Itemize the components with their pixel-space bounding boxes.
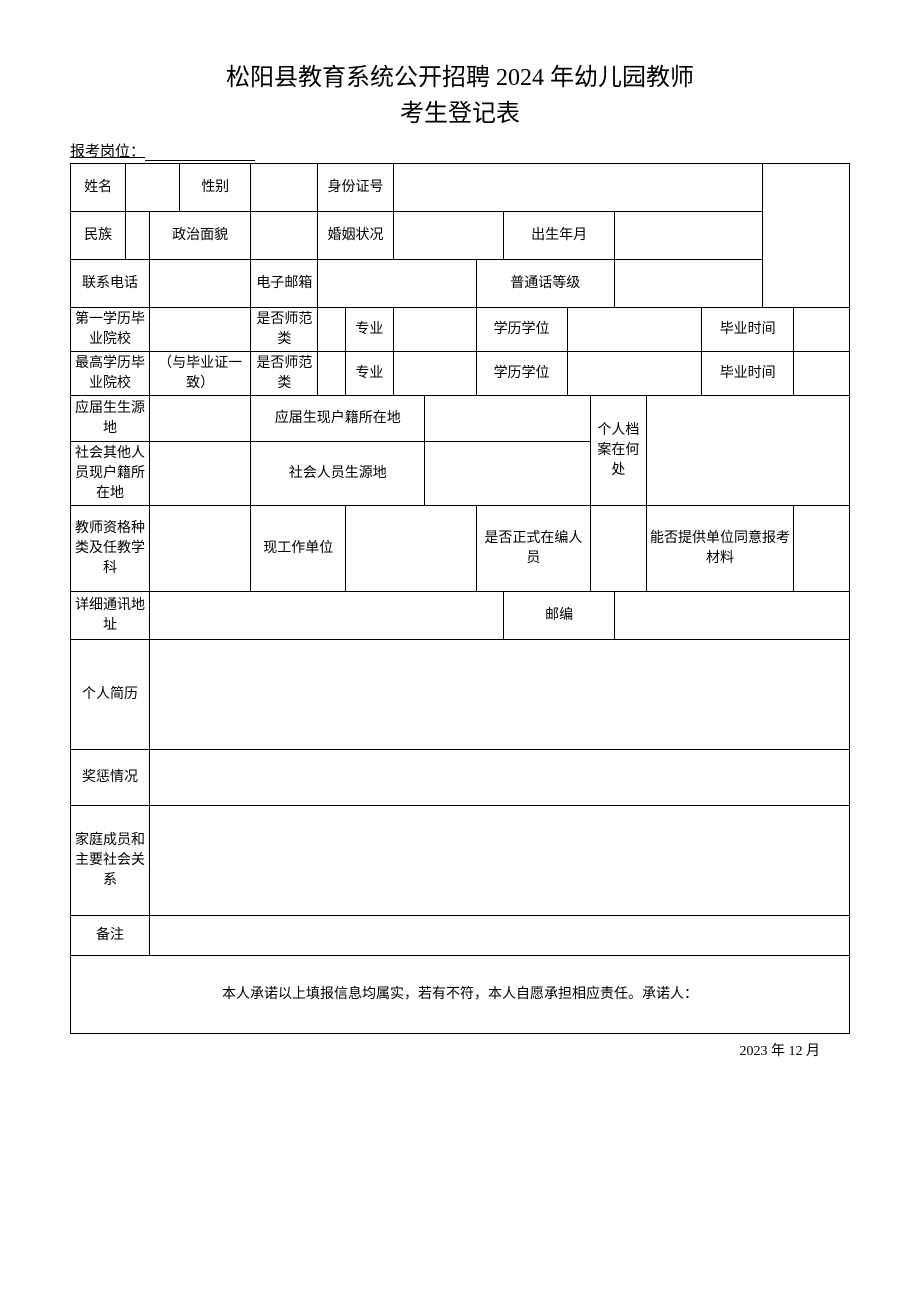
label-idno: 身份证号 <box>318 164 393 212</box>
label-degree1: 学历学位 <box>476 308 567 352</box>
label-current-unit: 现工作单位 <box>251 506 346 592</box>
label-address: 详细通讯地址 <box>71 592 150 640</box>
field-remarks <box>150 916 850 956</box>
field-photo <box>762 164 849 308</box>
label-political: 政治面貌 <box>150 212 251 260</box>
label-postcode: 邮编 <box>504 592 615 640</box>
field-degree2 <box>567 352 701 396</box>
field-gradtime2 <box>794 352 850 396</box>
position-label: 报考岗位： <box>70 144 145 160</box>
field-address <box>150 592 504 640</box>
date-line: 2023 年 12 月 <box>70 1040 850 1060</box>
label-family: 家庭成员和主要社会关系 <box>71 806 150 916</box>
label-gradtime2: 毕业时间 <box>701 352 794 396</box>
label-highest-edu: 最高学历毕业院校 <box>71 352 150 396</box>
label-remarks: 备注 <box>71 916 150 956</box>
field-marital <box>393 212 504 260</box>
field-first-edu <box>150 308 251 352</box>
field-current-unit <box>346 506 476 592</box>
label-consent: 能否提供单位同意报考材料 <box>646 506 794 592</box>
title-line-2: 考生登记表 <box>400 101 520 127</box>
field-archive <box>646 396 849 506</box>
title-line-1: 松阳县教育系统公开招聘 2024 年幼儿园教师 <box>226 65 694 91</box>
field-ethnicity <box>126 212 150 260</box>
label-birth: 出生年月 <box>504 212 615 260</box>
label-gender: 性别 <box>180 164 251 212</box>
label-marital: 婚姻状况 <box>318 212 393 260</box>
label-gradtime1: 毕业时间 <box>701 308 794 352</box>
field-political <box>251 212 318 260</box>
label-email: 电子邮箱 <box>251 260 318 308</box>
field-isnormal1 <box>318 308 346 352</box>
label-social-origin: 社会人员生源地 <box>251 442 425 506</box>
field-awards <box>150 750 850 806</box>
field-name <box>126 164 180 212</box>
field-email <box>318 260 476 308</box>
label-first-edu: 第一学历毕业院校 <box>71 308 150 352</box>
label-major1: 专业 <box>346 308 393 352</box>
field-fresh-origin <box>150 396 251 442</box>
field-social-origin <box>425 442 591 506</box>
label-phone: 联系电话 <box>71 260 150 308</box>
registration-table: 姓名 性别 身份证号 民族 政治面貌 婚姻状况 出生年月 联系电话 电子邮箱 普… <box>70 163 850 1034</box>
label-name: 姓名 <box>71 164 126 212</box>
field-gradtime1 <box>794 308 850 352</box>
position-blank <box>145 143 255 161</box>
field-birth <box>614 212 762 260</box>
field-major2 <box>393 352 476 396</box>
page-title: 松阳县教育系统公开招聘 2024 年幼儿园教师 考生登记表 <box>70 60 850 132</box>
declaration-cell: 本人承诺以上填报信息均属实，若有不符，本人自愿承担相应责任。承诺人： <box>71 956 850 1034</box>
label-consistent: （与毕业证一致） <box>150 352 251 396</box>
field-teacher-cert <box>150 506 251 592</box>
label-major2: 专业 <box>346 352 393 396</box>
field-mandarin <box>614 260 762 308</box>
field-consent <box>794 506 850 592</box>
label-isnormal1: 是否师范类 <box>251 308 318 352</box>
field-is-staff <box>591 506 646 592</box>
label-fresh-origin: 应届生生源地 <box>71 396 150 442</box>
field-resume <box>150 640 850 750</box>
label-degree2: 学历学位 <box>476 352 567 396</box>
field-degree1 <box>567 308 701 352</box>
label-ethnicity: 民族 <box>71 212 126 260</box>
field-isnormal2 <box>318 352 346 396</box>
field-major1 <box>393 308 476 352</box>
label-fresh-hukou: 应届生现户籍所在地 <box>251 396 425 442</box>
label-isnormal2: 是否师范类 <box>251 352 318 396</box>
label-awards: 奖惩情况 <box>71 750 150 806</box>
field-family <box>150 806 850 916</box>
field-social-hukou <box>150 442 251 506</box>
label-social-hukou: 社会其他人员现户籍所在地 <box>71 442 150 506</box>
label-archive: 个人档案在何处 <box>591 396 646 506</box>
label-resume: 个人简历 <box>71 640 150 750</box>
position-line: 报考岗位： <box>70 140 850 161</box>
field-idno <box>393 164 762 212</box>
label-teacher-cert: 教师资格种类及任教学科 <box>71 506 150 592</box>
field-gender <box>251 164 318 212</box>
field-phone <box>150 260 251 308</box>
field-postcode <box>614 592 849 640</box>
label-mandarin: 普通话等级 <box>476 260 614 308</box>
label-is-staff: 是否正式在编人员 <box>476 506 591 592</box>
field-fresh-hukou <box>425 396 591 442</box>
